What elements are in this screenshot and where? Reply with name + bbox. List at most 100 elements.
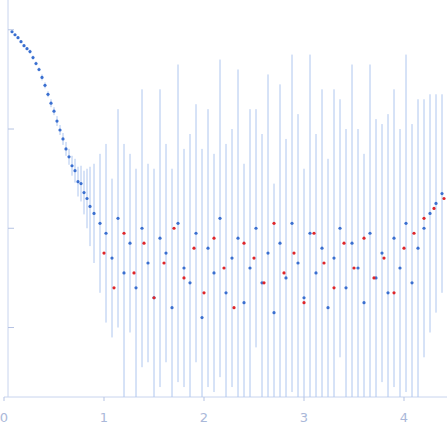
point: [212, 271, 215, 274]
point: [172, 227, 175, 230]
error-bar: [370, 65, 371, 397]
point: [202, 291, 205, 294]
point: [162, 261, 165, 264]
x-tick-label: 4: [400, 410, 408, 425]
point: [146, 261, 149, 264]
point: [67, 155, 70, 158]
point: [46, 93, 49, 96]
point: [284, 276, 287, 279]
error-bar: [310, 55, 311, 397]
point: [158, 237, 161, 240]
point: [344, 286, 347, 289]
error-bar: [316, 134, 317, 397]
error-bar: [250, 109, 251, 397]
plot-area: [10, 30, 445, 397]
point: [440, 192, 443, 195]
point: [92, 212, 95, 215]
point: [422, 217, 425, 220]
error-bars: [12, 31, 442, 397]
point: [194, 232, 197, 235]
error-bar: [400, 129, 401, 397]
point: [218, 217, 221, 220]
point: [332, 286, 335, 289]
point: [352, 266, 355, 269]
point: [398, 266, 401, 269]
error-bar: [238, 69, 239, 397]
point: [368, 232, 371, 235]
point: [296, 261, 299, 264]
point: [82, 191, 85, 194]
point: [232, 306, 235, 309]
point: [31, 56, 34, 59]
point: [308, 232, 311, 235]
point: [236, 237, 239, 240]
x-tick: [104, 397, 105, 401]
point: [332, 256, 335, 259]
error-bar: [322, 89, 323, 397]
point: [282, 271, 285, 274]
point: [302, 301, 305, 304]
point: [386, 291, 389, 294]
point: [170, 306, 173, 309]
point: [380, 251, 383, 254]
point: [206, 247, 209, 250]
point: [140, 227, 143, 230]
point: [416, 247, 419, 250]
point: [262, 281, 265, 284]
point: [182, 266, 185, 269]
point: [410, 281, 413, 284]
error-bar: [346, 129, 347, 397]
point: [176, 222, 179, 225]
error-bar: [328, 159, 329, 397]
error-bar: [286, 139, 287, 397]
point: [248, 266, 251, 269]
point: [142, 242, 145, 245]
point: [222, 266, 225, 269]
point: [98, 222, 101, 225]
point: [61, 137, 64, 140]
point: [76, 180, 79, 183]
error-bar: [298, 114, 299, 397]
chart: 01234: [0, 0, 447, 437]
point: [422, 227, 425, 230]
point: [55, 119, 58, 122]
error-bar: [274, 184, 275, 397]
error-bar: [244, 164, 245, 397]
point: [230, 256, 233, 259]
point: [182, 276, 185, 279]
error-bar: [364, 154, 365, 397]
point: [372, 276, 375, 279]
error-bar: [172, 169, 173, 397]
point: [152, 296, 155, 299]
point: [70, 164, 73, 167]
point: [320, 247, 323, 250]
error-bar: [358, 129, 359, 397]
point: [104, 232, 107, 235]
y-axis: [8, 0, 9, 397]
error-bar: [124, 144, 125, 397]
point: [16, 36, 19, 39]
x-tick: [304, 397, 305, 401]
point: [132, 271, 135, 274]
point: [37, 68, 40, 71]
point: [58, 128, 61, 131]
point: [362, 301, 365, 304]
point: [25, 47, 28, 50]
point: [110, 256, 113, 259]
point: [272, 311, 275, 314]
error-bar: [334, 89, 335, 397]
point: [52, 110, 55, 113]
point: [188, 281, 191, 284]
x-tick-label: 0: [0, 410, 8, 425]
point: [302, 296, 305, 299]
point: [252, 256, 255, 259]
point: [88, 205, 91, 208]
point: [212, 237, 215, 240]
error-bar: [154, 169, 155, 397]
point: [112, 286, 115, 289]
x-tick-label: 3: [300, 410, 308, 425]
error-bar: [262, 134, 263, 397]
point: [434, 202, 437, 205]
point: [382, 256, 385, 259]
point: [292, 251, 295, 254]
